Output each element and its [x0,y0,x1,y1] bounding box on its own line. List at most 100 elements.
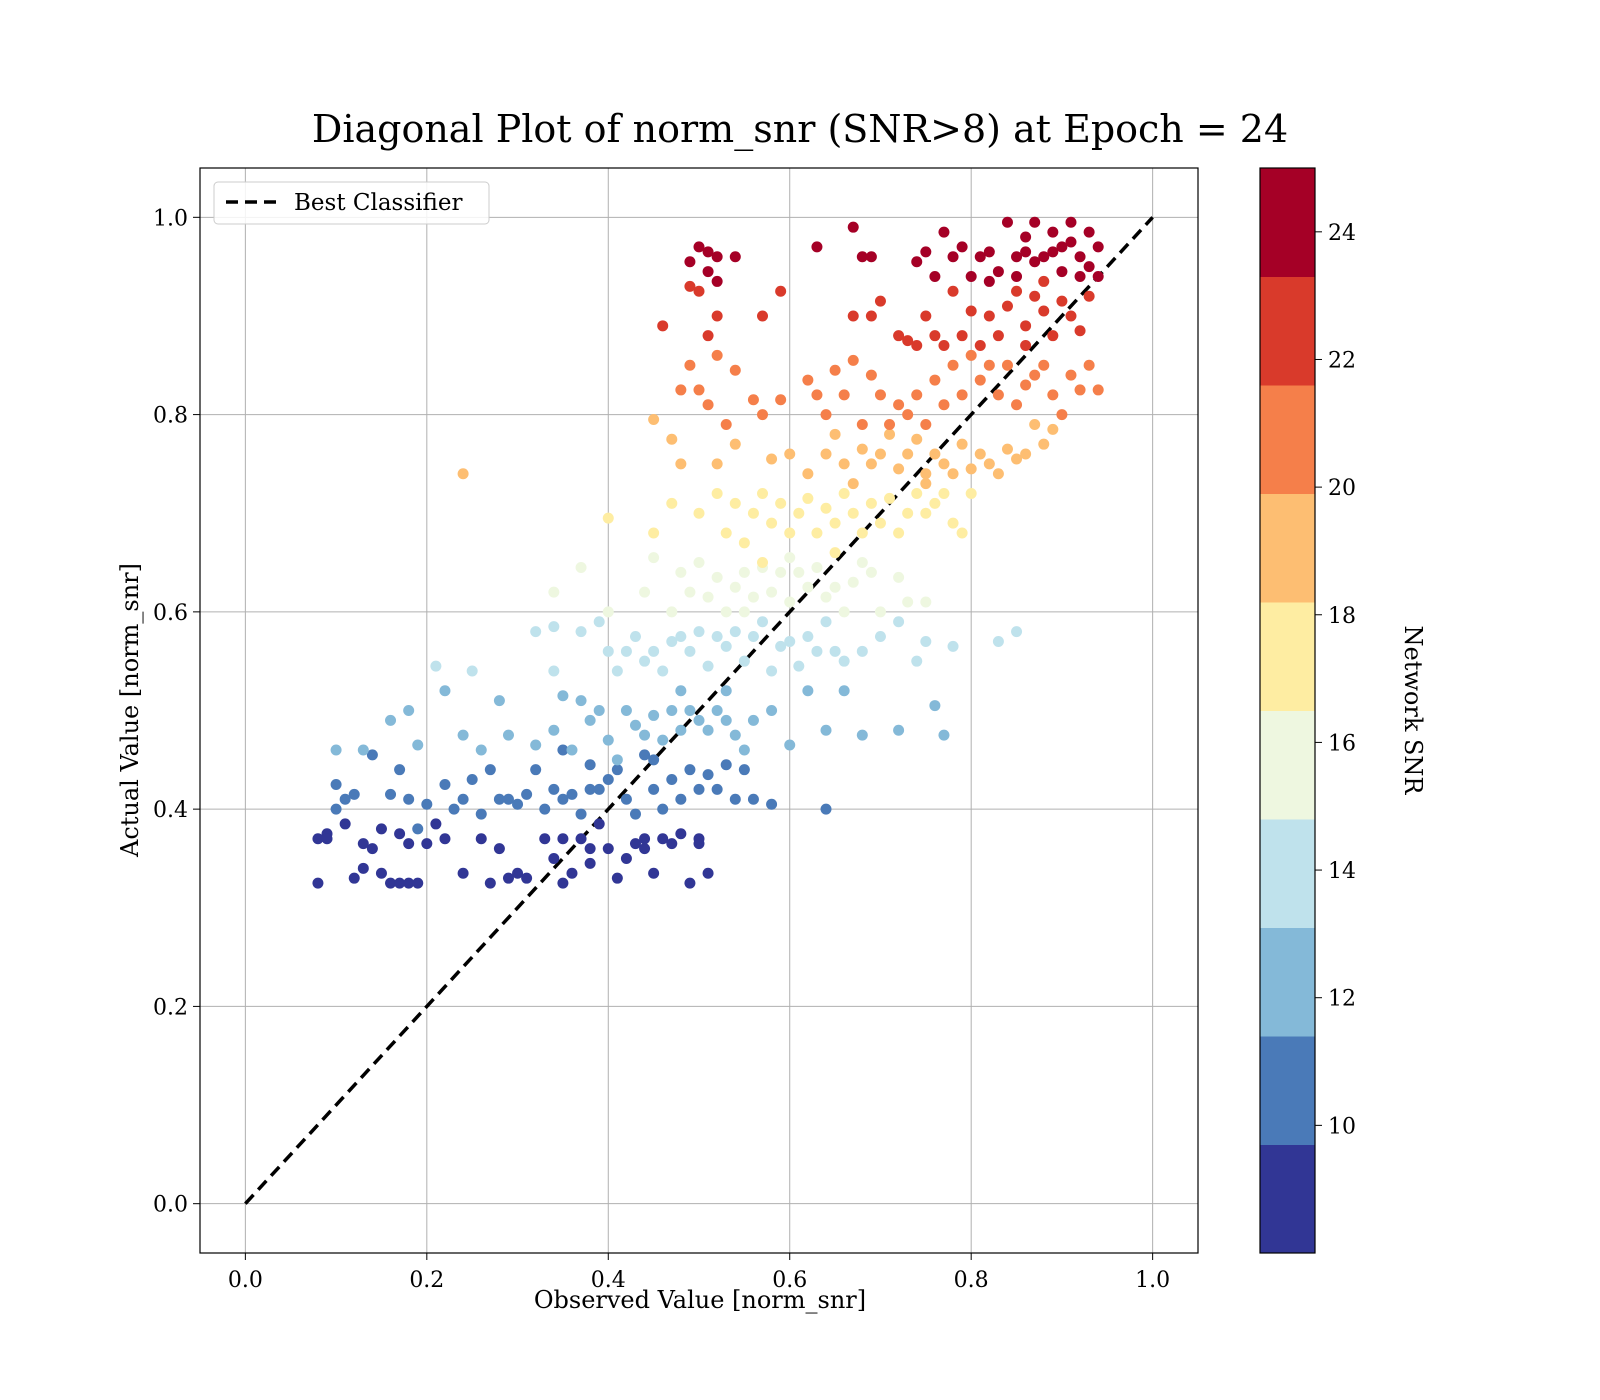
scatter-point [711,571,723,583]
scatter-point [820,591,832,603]
scatter-point [1038,251,1050,263]
scatter-point [648,867,660,879]
colorbar-tick-label: 14 [1328,859,1356,884]
scatter-point [1047,389,1059,401]
scatter-point [974,448,986,460]
scatter-point [720,685,732,697]
scatter-point [493,793,505,805]
scatter-point [366,843,378,855]
scatter-point [865,310,877,322]
scatter-point [457,793,469,805]
y-axis-label: Actual Value [norm_snr] [116,563,144,858]
scatter-point [548,783,560,795]
scatter-point [693,626,705,638]
scatter-point [602,606,614,618]
scatter-point [1020,379,1032,391]
scatter-point [430,660,442,672]
scatter-point [357,744,369,756]
scatter-point [403,793,415,805]
scatter-point [766,453,778,465]
scatter-point [874,389,886,401]
scatter-point [729,438,741,450]
scatter-point [838,389,850,401]
scatter-point [965,463,977,475]
scatter-point [711,458,723,470]
scatter-point [666,774,678,786]
scatter-point [938,226,950,238]
scatter-point [421,838,433,850]
scatter-point [702,867,714,879]
scatter-point [1029,256,1041,268]
colorbar-band [1260,168,1315,277]
scatter-point [330,778,342,790]
scatter-point [1020,320,1032,332]
colorbar-tick-label: 10 [1328,1114,1356,1139]
scatter-point [775,285,787,297]
scatter-point [693,384,705,396]
scatter-point [330,744,342,756]
colorbar-tick-label: 18 [1328,604,1356,629]
scatter-point [874,517,886,529]
scatter-point [584,843,596,855]
colorbar-band [1260,819,1315,928]
scatter-point [938,458,950,470]
scatter-point [956,389,968,401]
scatter-point [493,843,505,855]
scatter-point [729,729,741,741]
scatter-point [920,507,932,519]
scatter-point [602,774,614,786]
scatter-point [657,734,669,746]
scatter-point [1056,266,1068,278]
scatter-point [902,507,914,519]
scatter-point [611,872,623,884]
scatter-points [312,216,1104,889]
scatter-point [657,320,669,332]
scatter-point [584,783,596,795]
scatter-point [911,256,923,268]
scatter-point [620,645,632,657]
scatter-point [747,507,759,519]
scatter-point [920,635,932,647]
scatter-point [1001,359,1013,371]
scatter-point [702,769,714,781]
scatter-point [593,616,605,628]
scatter-point [874,295,886,307]
scatter-point [629,838,641,850]
scatter-point [539,833,551,845]
colorbar-band [1260,385,1315,494]
scatter-point [829,547,841,559]
x-tick-label: 1.0 [1135,1268,1170,1293]
scatter-point [929,497,941,509]
scatter-point [874,606,886,618]
scatter-point [620,852,632,864]
x-axis-ticks: 0.0 0.2 0.4 0.6 0.8 1.0 [228,1253,1170,1293]
scatter-point [965,349,977,361]
scatter-point [530,626,542,638]
scatter-point [466,665,478,677]
scatter-point [947,468,959,480]
scatter-point [657,833,669,845]
scatter-point [648,645,660,657]
scatter-point [593,783,605,795]
scatter-point [457,468,469,480]
scatter-point [775,497,787,509]
scatter-point [403,838,415,850]
scatter-point [702,591,714,603]
scatter-point [521,788,533,800]
scatter-point [575,808,587,820]
scatter-point [684,359,696,371]
x-tick-label: 0.8 [954,1268,989,1293]
scatter-point [1047,226,1059,238]
scatter-point [675,631,687,643]
scatter-point [938,488,950,499]
scatter-point [992,266,1004,278]
scatter-point [421,798,433,810]
plot-frame [199,167,1199,1254]
scatter-point [330,803,342,815]
scatter-point [639,749,651,761]
scatter-point [847,576,859,588]
scatter-point [648,754,660,766]
scatter-point [366,749,378,761]
scatter-point [847,478,859,490]
